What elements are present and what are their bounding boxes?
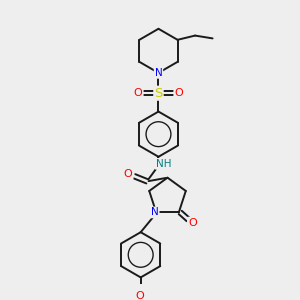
Text: O: O: [174, 88, 183, 98]
Text: O: O: [136, 291, 144, 300]
Text: O: O: [124, 169, 133, 179]
Text: O: O: [188, 218, 197, 228]
Text: N: N: [151, 207, 159, 218]
Text: O: O: [134, 88, 142, 98]
Text: S: S: [154, 87, 163, 100]
Text: N: N: [154, 68, 162, 78]
Text: NH: NH: [156, 159, 171, 169]
